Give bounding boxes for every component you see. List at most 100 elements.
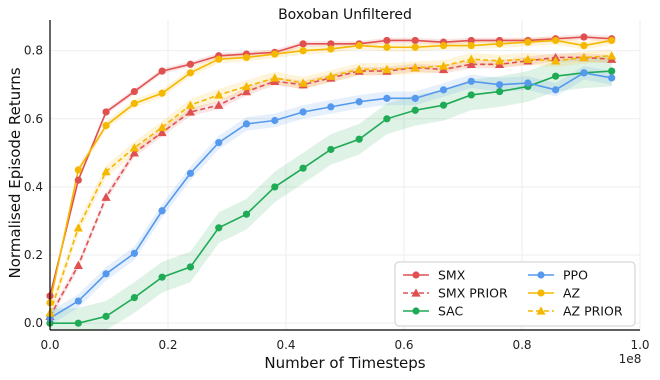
x-tick-label: 0.6 xyxy=(394,338,413,352)
az-point xyxy=(608,36,616,45)
az-point xyxy=(355,41,363,50)
ppo-point xyxy=(271,116,279,125)
smx-point xyxy=(74,176,82,184)
legend-marker-ppo xyxy=(537,271,545,279)
smx-point xyxy=(102,108,110,116)
ppo-point xyxy=(524,79,532,87)
az-prior-point xyxy=(382,64,392,74)
smx-prior-point xyxy=(466,59,476,68)
sac-point xyxy=(439,101,448,109)
ppo-point xyxy=(495,81,504,89)
az-prior-point xyxy=(354,64,364,74)
x-tick-label: 0.2 xyxy=(158,338,177,352)
az-prior-point xyxy=(523,54,533,63)
sac-point xyxy=(186,263,195,271)
az-point xyxy=(271,50,279,58)
x-scale-label: 1e8 xyxy=(619,352,642,366)
x-axis-title: Number of Timesteps xyxy=(264,354,425,372)
az-point xyxy=(130,99,138,108)
az-point xyxy=(327,45,335,53)
smx-point xyxy=(299,40,307,48)
az-prior-point xyxy=(579,52,589,62)
smx-prior-point xyxy=(73,260,83,269)
az-point xyxy=(552,36,560,45)
legend-label-smx-prior: SMX PRIOR xyxy=(438,286,508,301)
ppo-point xyxy=(383,94,391,102)
smx-point xyxy=(327,40,335,48)
az-point xyxy=(383,43,391,51)
az-prior-point xyxy=(270,73,280,82)
az-prior-point xyxy=(101,166,111,176)
az-prior-point xyxy=(494,56,505,65)
az-point xyxy=(242,53,251,62)
ppo-point xyxy=(215,139,223,147)
ppo-point xyxy=(242,120,251,128)
sac-point xyxy=(102,312,110,320)
x-tick-label: 0.4 xyxy=(276,338,295,352)
az-prior-point xyxy=(466,54,476,63)
az-prior-point xyxy=(410,63,420,72)
az-point xyxy=(299,47,307,55)
sac-point xyxy=(411,106,419,114)
y-tick-label: 0.4 xyxy=(24,180,43,194)
az-prior-point xyxy=(157,122,167,131)
az-point xyxy=(467,41,475,50)
ppo-point xyxy=(580,69,588,77)
y-tick-label: 0.2 xyxy=(24,248,43,262)
az-prior-point xyxy=(73,223,83,232)
legend-marker-smx-prior xyxy=(411,288,421,297)
az-point xyxy=(158,89,166,97)
sac-point xyxy=(271,183,279,191)
sac-point xyxy=(299,164,307,172)
az-point xyxy=(411,43,419,51)
ppo-point xyxy=(299,108,307,116)
sac-point xyxy=(608,67,616,75)
sac-point xyxy=(158,273,166,281)
sac-point xyxy=(552,72,560,80)
legend-label-az-prior: AZ PRIOR xyxy=(563,304,623,319)
legend: SMX PPO SMX PRIOR AZ SAC AZ PRIOR xyxy=(394,261,636,327)
sac-point xyxy=(215,224,223,232)
legend-label-smx: SMX xyxy=(438,268,466,283)
chart-title: Boxoban Unfiltered xyxy=(278,7,412,23)
az-point xyxy=(186,69,195,77)
x-tick-label: 0.0 xyxy=(40,338,59,352)
az-point xyxy=(495,40,504,48)
ppo-point xyxy=(327,103,335,111)
smx-prior-point xyxy=(157,127,167,137)
sac-point xyxy=(130,294,138,302)
legend-label-ppo: PPO xyxy=(563,268,588,283)
ppo-point xyxy=(355,98,363,106)
az-prior-point xyxy=(438,61,449,70)
az-point xyxy=(580,41,588,50)
x-tick-label: 1.0 xyxy=(630,338,649,352)
y-tick-label: 0.6 xyxy=(24,112,43,126)
sac-point xyxy=(355,135,363,143)
legend-marker-az-prior xyxy=(536,306,546,315)
ppo-point xyxy=(130,249,138,257)
smx-prior-point xyxy=(241,86,252,96)
az-point xyxy=(439,41,448,50)
ppo-point xyxy=(411,94,419,102)
ppo-point xyxy=(186,169,195,177)
grid xyxy=(49,20,641,330)
series-markers xyxy=(45,33,617,327)
az-point xyxy=(215,55,223,63)
sac-point xyxy=(467,91,475,99)
az-prior-point xyxy=(241,81,252,91)
sac-band xyxy=(50,55,612,331)
ppo-point xyxy=(102,270,110,278)
legend-box xyxy=(394,261,636,327)
ppo-point xyxy=(158,207,166,215)
az-point xyxy=(102,122,110,130)
az-prior-point xyxy=(185,100,196,109)
sac-point xyxy=(327,145,335,154)
smx-point xyxy=(467,36,475,45)
az-point xyxy=(74,166,82,174)
y-tick-label: 0.0 xyxy=(24,316,43,330)
az-point xyxy=(524,38,532,46)
ppo-point xyxy=(439,86,448,94)
legend-label-sac: SAC xyxy=(438,304,463,319)
smx-point xyxy=(158,67,166,75)
